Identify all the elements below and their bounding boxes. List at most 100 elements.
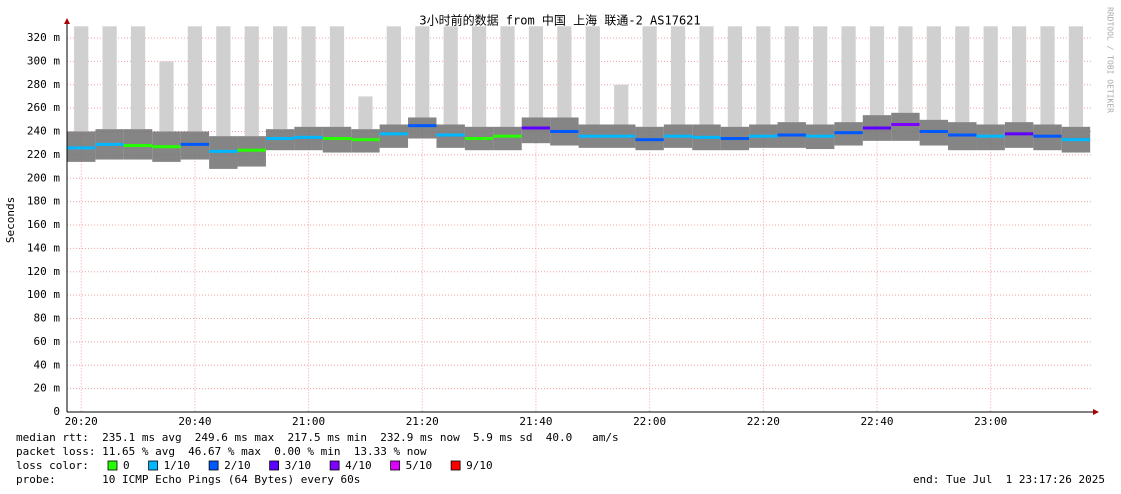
smoke: [408, 117, 437, 139]
outlier-band: [74, 26, 89, 132]
median: [294, 135, 323, 139]
median: [152, 145, 181, 149]
median: [408, 124, 437, 128]
legend-swatch: [107, 460, 118, 471]
outlier-band: [955, 26, 970, 123]
outlier-band: [358, 96, 373, 130]
legend: median rtt: 235.1 ms avg 249.6 ms max 21…: [16, 431, 1105, 486]
outlier-band: [500, 26, 515, 127]
median: [607, 134, 636, 138]
outlier-band: [329, 26, 345, 127]
outlier-band: [159, 61, 174, 132]
x-tick-label: 21:00: [292, 415, 325, 428]
plot-back: [67, 26, 1093, 412]
y-arrow: [64, 18, 70, 24]
legend-swatch: [148, 460, 159, 471]
y-tick-label: 100 m: [27, 288, 60, 301]
median: [265, 137, 295, 141]
median: [436, 133, 465, 137]
outlier-band: [472, 26, 487, 127]
y-tick-label: 300 m: [27, 54, 60, 67]
legend-entry: 4/10: [345, 459, 372, 472]
median: [976, 134, 1005, 138]
median: [521, 126, 551, 130]
y-tick-label: 200 m: [27, 171, 60, 184]
smoke: [379, 124, 409, 148]
y-tick-label: 80 m: [34, 312, 61, 325]
legend-swatch: [450, 460, 461, 471]
side-text: RRDTOOL / TOBI OETIKER: [1106, 7, 1115, 113]
median: [891, 122, 920, 126]
outlier-band: [813, 26, 828, 125]
median: [862, 126, 892, 130]
median: [749, 134, 778, 138]
median: [692, 135, 721, 139]
plot-marks: [67, 26, 1091, 169]
median: [67, 146, 96, 150]
outlier-band: [841, 26, 856, 123]
legend-entry: 9/10: [466, 459, 493, 472]
x-tick-label: 20:40: [178, 415, 211, 428]
outlier-band: [1012, 26, 1027, 123]
outlier-band: [1068, 26, 1084, 127]
x-tick-label: 23:00: [974, 415, 1007, 428]
stats-line: packet loss: 11.65 % avg 46.67 % max 0.0…: [16, 445, 427, 458]
median: [209, 149, 238, 153]
x-tick-label: 22:00: [633, 415, 666, 428]
x-tick-label: 20:20: [65, 415, 98, 428]
median: [550, 130, 579, 133]
median: [834, 131, 863, 135]
legend-entry: 1/10: [164, 459, 191, 472]
smoke: [521, 117, 551, 144]
outlier-band: [415, 26, 430, 118]
smoke: [493, 126, 522, 151]
median: [663, 134, 693, 138]
y-tick-label: 20 m: [34, 382, 61, 395]
plot-area: [67, 26, 1093, 412]
outlier-band: [443, 26, 458, 125]
outlier-band: [670, 26, 686, 125]
outlier-band: [528, 26, 544, 118]
median: [180, 142, 210, 146]
median: [805, 134, 835, 138]
outlier-band: [585, 26, 600, 125]
median: [123, 144, 153, 148]
y-tick-label: 240 m: [27, 125, 60, 138]
y-tick-label: 60 m: [34, 335, 61, 348]
outlier-band: [557, 26, 572, 118]
x-tick-label: 21:40: [519, 415, 552, 428]
outlier-band: [187, 26, 202, 132]
legend-entry: 2/10: [224, 459, 251, 472]
median: [720, 137, 750, 141]
outlier-band: [244, 26, 259, 137]
y-tick-label: 120 m: [27, 265, 60, 278]
median: [351, 138, 380, 142]
outlier-band: [216, 26, 231, 137]
outlier-band: [614, 84, 629, 125]
grid: [67, 26, 1093, 412]
median: [919, 130, 949, 133]
median: [464, 137, 494, 141]
median: [1033, 134, 1062, 138]
y-tick-label: 140 m: [27, 241, 60, 254]
outlier-band: [642, 26, 657, 127]
y-tick-label: 180 m: [27, 195, 60, 208]
legend-swatch: [390, 460, 401, 471]
outlier-band: [756, 26, 771, 125]
median: [322, 137, 352, 141]
y-axis-label: Seconds: [4, 197, 17, 243]
median: [635, 138, 664, 142]
outlier-band: [898, 26, 913, 113]
legend-swatch: [269, 460, 280, 471]
outlier-band: [983, 26, 998, 125]
outlier-band: [102, 26, 117, 130]
y-tick-label: 260 m: [27, 101, 60, 114]
loss-legend-label: loss color:: [16, 459, 89, 472]
median: [95, 142, 124, 146]
legend-entry: 0: [123, 459, 130, 472]
y-tick-label: 320 m: [27, 31, 60, 44]
x-arrow: [1093, 409, 1099, 415]
outlier-band: [386, 26, 401, 125]
median: [1004, 132, 1034, 136]
outlier-band: [926, 26, 941, 120]
